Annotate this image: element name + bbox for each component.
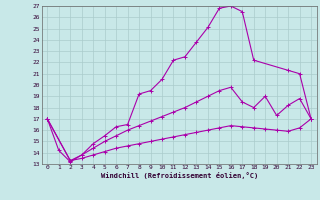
X-axis label: Windchill (Refroidissement éolien,°C): Windchill (Refroidissement éolien,°C) — [100, 172, 258, 179]
